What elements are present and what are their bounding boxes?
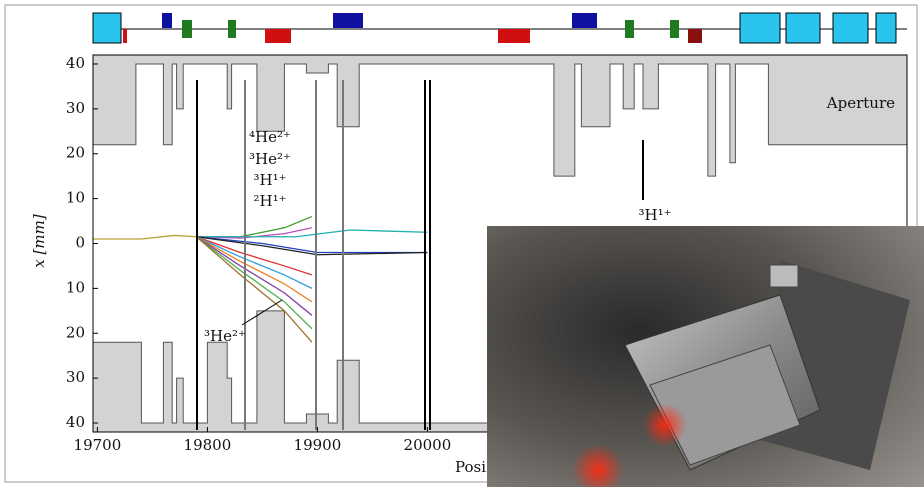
- annotation: ³He²⁺: [249, 150, 291, 168]
- y-tick-label: 0: [75, 234, 85, 252]
- y-axis-label: x [mm]: [30, 214, 48, 268]
- y-tick-label: 40: [66, 54, 85, 72]
- annotation: Aperture: [826, 94, 895, 112]
- x-tick-label: 19800: [184, 436, 232, 454]
- photo: [487, 226, 924, 487]
- y-tick-label: 40: [66, 413, 85, 431]
- annotation: ³H¹⁺: [253, 171, 286, 189]
- trajectory: [93, 235, 196, 239]
- trajectory: [196, 230, 427, 237]
- page: ⁴He²⁺ ³He²⁺ ³H¹⁺ ²H¹⁺ ³He²⁺ ³H¹⁺ Apertur…: [0, 0, 924, 487]
- x-tick-label: 19900: [294, 436, 342, 454]
- y-tick-label: 10: [66, 189, 85, 207]
- x-tick-label: 19700: [74, 436, 122, 454]
- y-tick-label: 30: [66, 368, 85, 386]
- annotation: ⁴He²⁺: [249, 128, 291, 146]
- figure: ⁴He²⁺ ³He²⁺ ³H¹⁺ ²H¹⁺ ³He²⁺ ³H¹⁺ Apertur…: [0, 0, 924, 487]
- y-tick-label: 30: [66, 99, 85, 117]
- lattice: [93, 13, 907, 43]
- trajectory: [196, 217, 312, 237]
- y-tick-label: 20: [66, 144, 85, 162]
- aperture-area: [93, 55, 907, 176]
- annotation: ³He²⁺: [204, 327, 246, 345]
- x-axis-label: Posi: [455, 458, 486, 476]
- y-tick-label: 20: [66, 323, 85, 341]
- annotation: ²H¹⁺: [253, 192, 286, 210]
- x-tick-label: 20000: [404, 436, 452, 454]
- trajectory: [196, 237, 427, 253]
- y-tick-label: 10: [66, 278, 85, 296]
- annotation: ³H¹⁺: [638, 206, 671, 224]
